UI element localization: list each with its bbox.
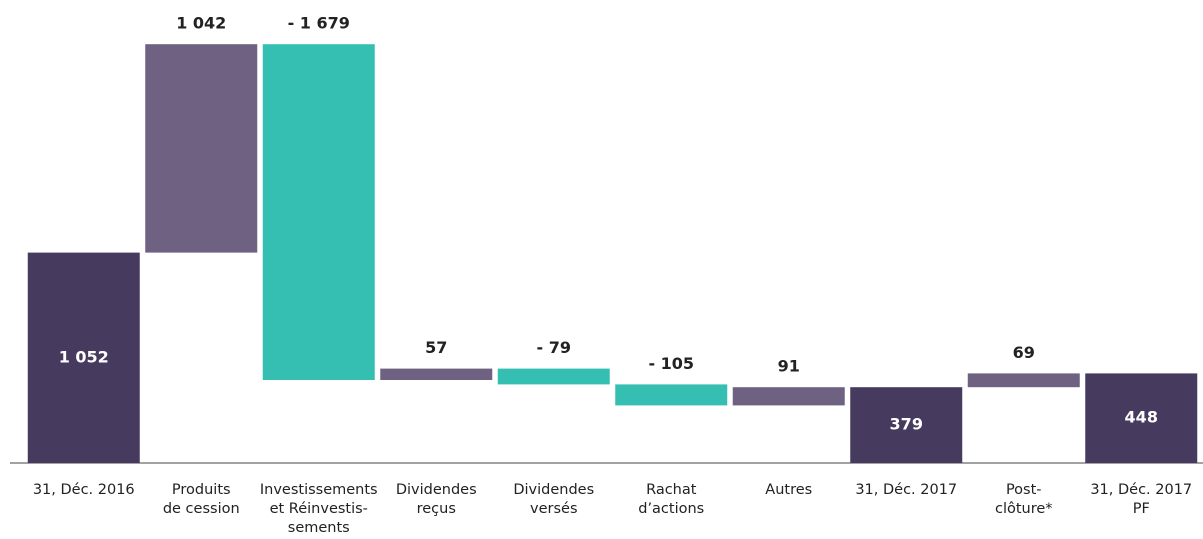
x-tick-label: Produits bbox=[172, 482, 231, 498]
value-label: 91 bbox=[778, 357, 800, 376]
bar bbox=[615, 384, 728, 406]
value-label: 69 bbox=[1013, 343, 1035, 362]
x-tick-label: Dividendes bbox=[396, 482, 477, 498]
x-tick-label: Rachat bbox=[646, 482, 697, 498]
value-label: 1 042 bbox=[176, 14, 226, 33]
bar bbox=[850, 387, 963, 463]
x-tick-label: 31, Déc. 2017 bbox=[855, 482, 957, 498]
bar bbox=[1085, 373, 1198, 463]
x-tick-label: 31, Déc. 2017 bbox=[1090, 482, 1192, 498]
bar bbox=[262, 44, 375, 380]
bar bbox=[145, 44, 258, 253]
value-label: - 1 679 bbox=[288, 14, 350, 33]
x-tick-label: PF bbox=[1133, 501, 1150, 517]
bar bbox=[380, 368, 493, 380]
x-tick-label: reçus bbox=[417, 501, 456, 517]
x-tick-label: clôture* bbox=[995, 501, 1053, 517]
x-tick-label: de cession bbox=[163, 501, 240, 517]
value-label: - 105 bbox=[648, 354, 694, 373]
x-tick-label: Investissements bbox=[260, 482, 378, 498]
x-tick-label: Dividendes bbox=[513, 482, 594, 498]
value-label: 1 052 bbox=[59, 347, 109, 366]
x-tick-label: Post- bbox=[1006, 482, 1042, 498]
value-label: 379 bbox=[890, 415, 923, 434]
x-tick-label: Autres bbox=[765, 482, 812, 498]
bar bbox=[27, 252, 140, 463]
x-tick-label: sements bbox=[288, 520, 350, 536]
value-label: 57 bbox=[425, 338, 447, 357]
bar bbox=[497, 368, 610, 385]
x-tick-label: 31, Déc. 2016 bbox=[33, 482, 135, 498]
bar bbox=[732, 387, 845, 406]
bar bbox=[967, 373, 1080, 388]
value-label: 448 bbox=[1125, 408, 1158, 427]
x-tick-label: versés bbox=[530, 501, 578, 517]
x-tick-label: et Réinvestis- bbox=[270, 501, 368, 517]
value-label: - 79 bbox=[537, 338, 571, 357]
x-tick-label: d’actions bbox=[638, 501, 704, 517]
